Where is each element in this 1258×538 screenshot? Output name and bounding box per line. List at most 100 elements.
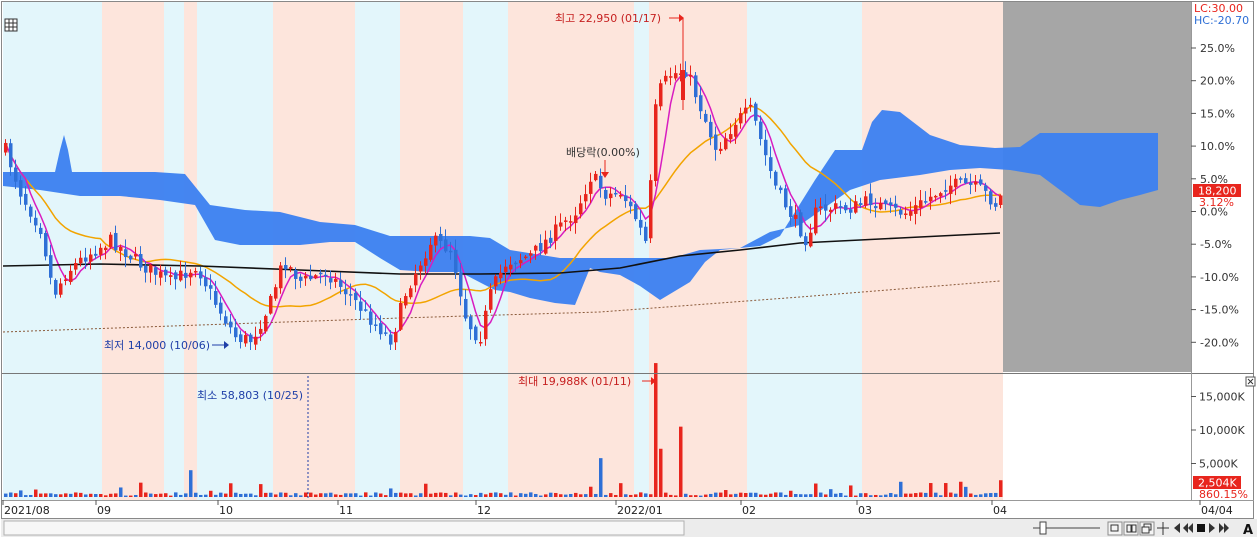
- volume-bar[interactable]: [214, 494, 218, 497]
- candle[interactable]: [669, 67, 673, 86]
- volume-bar[interactable]: [274, 494, 278, 497]
- candle[interactable]: [44, 230, 48, 261]
- window-tile-icon[interactable]: [1123, 521, 1139, 536]
- candle[interactable]: [384, 325, 388, 336]
- volume-bar[interactable]: [824, 494, 828, 497]
- candle[interactable]: [354, 288, 358, 310]
- candle[interactable]: [639, 210, 643, 236]
- volume-bar[interactable]: [624, 494, 628, 497]
- candle[interactable]: [909, 201, 913, 221]
- candle[interactable]: [204, 269, 208, 292]
- candle[interactable]: [574, 206, 578, 234]
- candle[interactable]: [34, 210, 38, 233]
- candle[interactable]: [949, 175, 953, 205]
- volume-bar[interactable]: [659, 448, 663, 497]
- volume-bar[interactable]: [229, 483, 233, 497]
- candle[interactable]: [959, 176, 963, 184]
- candle[interactable]: [679, 63, 683, 82]
- volume-bar[interactable]: [29, 494, 33, 497]
- volume-bar[interactable]: [699, 495, 703, 497]
- candle[interactable]: [139, 246, 143, 271]
- volume-bar[interactable]: [424, 483, 428, 497]
- volume-bar[interactable]: [929, 483, 933, 497]
- volume-bar[interactable]: [569, 493, 573, 497]
- candle[interactable]: [454, 239, 458, 279]
- volume-bar[interactable]: [674, 495, 678, 497]
- volume-bar[interactable]: [269, 492, 273, 497]
- candle[interactable]: [879, 197, 883, 211]
- candle[interactable]: [834, 195, 838, 215]
- volume-bar[interactable]: [724, 490, 728, 497]
- candle[interactable]: [784, 184, 788, 210]
- candle[interactable]: [814, 199, 818, 236]
- candle[interactable]: [964, 173, 968, 185]
- volume-bar[interactable]: [234, 492, 238, 497]
- volume-bar[interactable]: [379, 493, 383, 497]
- volume-bar[interactable]: [754, 492, 758, 497]
- volume-bar[interactable]: [604, 494, 608, 497]
- volume-bar[interactable]: [709, 493, 713, 497]
- candle[interactable]: [844, 202, 848, 214]
- volume-bar[interactable]: [849, 485, 853, 497]
- candle[interactable]: [409, 285, 413, 300]
- candle[interactable]: [929, 188, 933, 210]
- candle[interactable]: [529, 250, 533, 264]
- volume-bar[interactable]: [609, 493, 613, 497]
- candle[interactable]: [729, 123, 733, 144]
- volume-bar[interactable]: [414, 495, 418, 497]
- candle[interactable]: [539, 234, 543, 256]
- volume-bar[interactable]: [219, 492, 223, 497]
- candle[interactable]: [544, 230, 548, 255]
- candle[interactable]: [554, 215, 558, 250]
- candle[interactable]: [994, 197, 998, 211]
- volume-bar[interactable]: [254, 495, 258, 497]
- volume-bar[interactable]: [209, 490, 213, 497]
- candle[interactable]: [519, 253, 523, 269]
- candle[interactable]: [824, 194, 828, 222]
- candle[interactable]: [809, 223, 813, 248]
- candle[interactable]: [804, 232, 808, 252]
- volume-bar[interactable]: [789, 490, 793, 497]
- volume-bar[interactable]: [519, 493, 523, 497]
- candle[interactable]: [59, 278, 63, 298]
- volume-bar[interactable]: [469, 494, 473, 497]
- candle[interactable]: [579, 195, 583, 219]
- volume-bar[interactable]: [34, 489, 38, 497]
- candle[interactable]: [379, 315, 383, 340]
- candle[interactable]: [319, 269, 323, 284]
- volume-bar[interactable]: [859, 493, 863, 497]
- volume-bar[interactable]: [419, 493, 423, 497]
- candle[interactable]: [764, 129, 768, 166]
- volume-bar[interactable]: [364, 492, 368, 497]
- candle[interactable]: [154, 266, 158, 285]
- volume-bar[interactable]: [769, 493, 773, 497]
- volume-bar[interactable]: [124, 495, 128, 497]
- candle[interactable]: [614, 186, 618, 197]
- volume-bar[interactable]: [864, 493, 868, 497]
- volume-bar[interactable]: [684, 493, 688, 497]
- volume-bar[interactable]: [704, 494, 708, 497]
- pan-left-icon[interactable]: [1174, 523, 1180, 533]
- candle[interactable]: [199, 266, 203, 286]
- candle[interactable]: [229, 314, 233, 334]
- volume-bar[interactable]: [439, 492, 443, 497]
- volume-bar[interactable]: [99, 493, 103, 497]
- volume-bar[interactable]: [149, 493, 153, 497]
- candle[interactable]: [329, 270, 333, 290]
- candle[interactable]: [794, 204, 798, 228]
- candle[interactable]: [999, 194, 1003, 209]
- candle[interactable]: [279, 262, 283, 294]
- volume-bar[interactable]: [594, 493, 598, 497]
- volume-bar[interactable]: [344, 493, 348, 497]
- candle[interactable]: [829, 207, 833, 222]
- volume-bar[interactable]: [394, 492, 398, 497]
- candle[interactable]: [89, 248, 93, 270]
- volume-bar[interactable]: [69, 493, 73, 497]
- volume-bar[interactable]: [14, 493, 18, 497]
- candle[interactable]: [894, 195, 898, 217]
- volume-bar[interactable]: [199, 494, 203, 497]
- candle[interactable]: [564, 216, 568, 232]
- volume-bar[interactable]: [374, 492, 378, 497]
- candle[interactable]: [444, 229, 448, 253]
- volume-bar[interactable]: [649, 494, 653, 497]
